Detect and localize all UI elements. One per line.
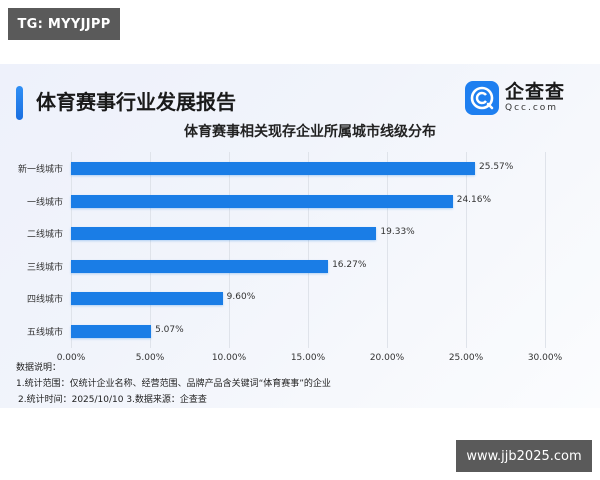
value-label: 25.57% [479,162,514,172]
gridline [71,152,72,348]
chart-title: 体育赛事相关现存企业所属城市线级分布 [184,124,436,140]
gridline [545,152,546,348]
watermark-bottom: www.jjb2025.com [456,440,592,472]
category-label: 一线城市 [26,198,63,208]
bar [71,162,475,175]
notes-line-2: 2.统计时间：2025/10/10 3.数据来源：企查查 [18,395,207,405]
x-tick-label: 10.00% [211,353,247,363]
gridline [150,152,151,348]
gridline [229,152,230,348]
bar [71,260,329,273]
data-notes: 数据说明： 1.统计范围：仅统计企业名称、经营范围、品牌产品含关键词“体育赛事”… [16,360,331,408]
chart-panel: 体育赛事行业发展报告 企查查 Qcc.com 体育赛事相关现存企业所属城市线级分… [0,64,600,408]
category-label: 新一线城市 [17,165,63,175]
gridline [387,152,388,348]
x-tick-label: 0.00% [56,353,86,363]
notes-heading: 数据说明： [16,363,62,373]
category-label: 五线城市 [26,328,63,338]
x-tick-label: 15.00% [290,353,326,363]
value-label: 9.60% [226,292,256,302]
x-tick-label: 5.00% [135,353,165,363]
qcc-logo: 企查查 Qcc.com [465,81,565,115]
value-label: 16.27% [332,260,367,270]
value-label: 5.07% [155,325,184,335]
qcc-logo-icon [465,81,499,115]
logo-cn-text: 企查查 [505,81,566,103]
bar [71,292,223,305]
x-tick-label: 20.00% [369,353,405,363]
gridline [308,152,309,348]
x-tick-label: 30.00% [527,353,563,363]
value-label: 19.33% [380,227,415,237]
category-label: 三线城市 [26,263,63,273]
x-tick-label: 25.00% [448,353,484,363]
plot-area [71,152,546,348]
logo-en-text: Qcc.com [505,103,559,113]
value-label: 24.16% [456,195,492,205]
bar [71,325,152,338]
title-accent-bar [16,86,23,120]
report-title: 体育赛事行业发展报告 [36,90,236,114]
watermark-top: TG: MYYJJPP [8,8,120,40]
category-label: 二线城市 [26,230,63,240]
gridline [466,152,467,348]
notes-line-1: 1.统计范围：仅统计企业名称、经营范围、品牌产品含关键词“体育赛事”的企业 [16,379,331,389]
bar [71,227,377,240]
category-label: 四线城市 [26,295,63,305]
bar [71,195,453,208]
